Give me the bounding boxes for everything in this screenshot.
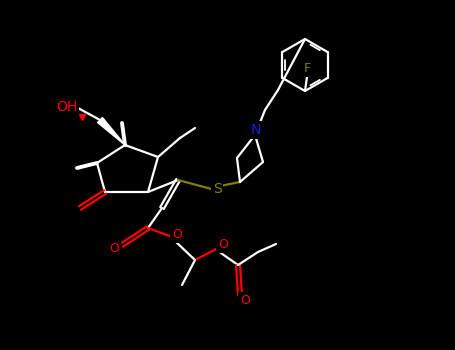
Text: O: O <box>172 229 182 241</box>
Text: S: S <box>212 182 222 196</box>
Text: OH: OH <box>56 100 78 114</box>
Text: N: N <box>251 123 261 137</box>
Text: O: O <box>218 238 228 252</box>
Text: F: F <box>303 63 311 76</box>
Text: O: O <box>240 294 250 307</box>
Text: O: O <box>109 241 119 254</box>
Polygon shape <box>97 118 125 145</box>
